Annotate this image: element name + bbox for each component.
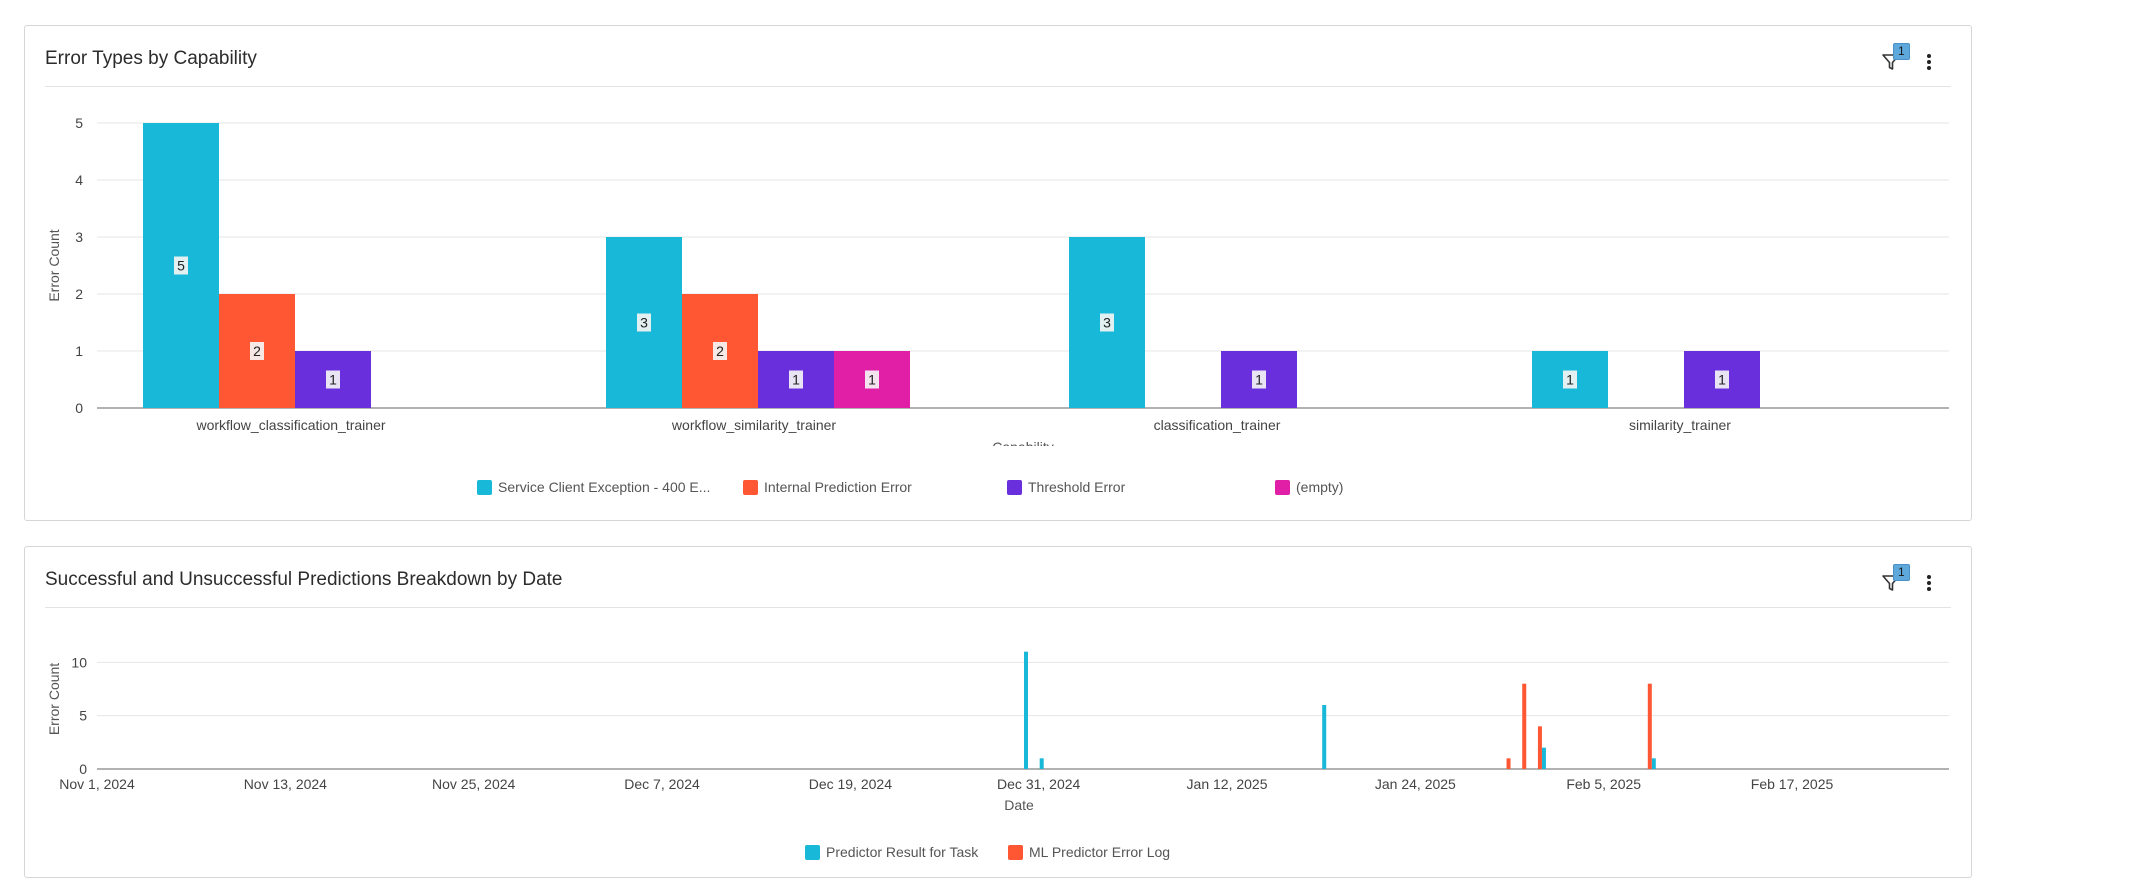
legend-item[interactable]: Predictor Result for Task bbox=[805, 844, 978, 860]
data-label: 1 bbox=[1718, 372, 1726, 388]
data-label-bg bbox=[174, 256, 188, 275]
data-label-bg bbox=[1100, 313, 1114, 332]
panel-divider bbox=[45, 607, 1951, 608]
legend-swatch bbox=[477, 479, 492, 495]
bar bbox=[1522, 683, 1527, 769]
legend-swatch bbox=[805, 844, 820, 860]
panel-toolbar: 1 bbox=[1881, 43, 1941, 76]
x-tick-label: similarity_trainer bbox=[1629, 417, 1731, 433]
y-tick-label: 0 bbox=[75, 400, 83, 416]
data-label-bg bbox=[789, 370, 803, 389]
y-tick-label: 1 bbox=[75, 343, 83, 359]
chart-legend: Service Client Exception - 400 E... Inter… bbox=[25, 475, 1971, 499]
data-label-bg bbox=[1252, 370, 1266, 389]
error-types-panel: Error Types by Capability 1 0 1 2 3 4 5 Error … bbox=[24, 25, 1972, 521]
chart-legend: Predictor Result for Task ML Predictor Er… bbox=[25, 840, 1971, 864]
more-vertical-icon[interactable] bbox=[1921, 52, 1937, 72]
data-label: 1 bbox=[329, 372, 337, 388]
legend-item[interactable]: Internal Prediction Error bbox=[743, 479, 912, 495]
data-label: 2 bbox=[716, 343, 724, 359]
legend-label: Predictor Result for Task bbox=[826, 844, 979, 860]
x-axis-label: Capability bbox=[992, 439, 1053, 446]
y-tick-label: 5 bbox=[75, 115, 83, 131]
y-axis-label: Error Count bbox=[46, 663, 62, 735]
x-tick-label: Nov 25, 2024 bbox=[432, 776, 515, 792]
legend-label: Service Client Exception - 400 E... bbox=[498, 479, 711, 495]
data-label: 1 bbox=[868, 372, 876, 388]
legend-item[interactable]: (empty) bbox=[1275, 479, 1343, 495]
x-tick-label: Nov 1, 2024 bbox=[59, 776, 135, 792]
y-tick-label: 4 bbox=[75, 172, 83, 188]
date-bar-chart: 0 5 10 Error Count Nov 1, 2024 Nov 13, 2024 No… bbox=[46, 651, 1949, 813]
bar bbox=[1647, 683, 1652, 769]
bar-chart: 0 1 2 3 4 5 Error Count 5 2 1 workflow_classificat… bbox=[46, 115, 1949, 446]
legend-swatch bbox=[1008, 844, 1023, 860]
filter-count-badge: 1 bbox=[1893, 564, 1910, 581]
panel-title: Error Types by Capability bbox=[45, 48, 257, 69]
x-tick-label: Dec 19, 2024 bbox=[809, 776, 892, 792]
data-label-bg bbox=[326, 370, 340, 389]
x-tick-label: Feb 5, 2025 bbox=[1566, 776, 1641, 792]
x-tick-label: Nov 13, 2024 bbox=[244, 776, 327, 792]
y-axis-label: Error Count bbox=[46, 229, 62, 301]
bar bbox=[1322, 705, 1327, 769]
x-axis-label: Date bbox=[1004, 797, 1034, 813]
data-label-bg bbox=[1563, 370, 1577, 389]
panel-divider bbox=[45, 86, 1951, 87]
data-label: 2 bbox=[253, 343, 261, 359]
x-tick-label: Jan 12, 2025 bbox=[1187, 776, 1268, 792]
y-tick-label: 10 bbox=[71, 654, 87, 670]
bar bbox=[1651, 758, 1656, 769]
data-label-bg bbox=[250, 342, 264, 360]
data-label-bg bbox=[1715, 370, 1729, 389]
filter-count-badge: 1 bbox=[1893, 43, 1910, 60]
legend-item[interactable]: Threshold Error bbox=[1007, 479, 1125, 495]
data-label: 3 bbox=[640, 315, 648, 331]
x-tick-label: Jan 24, 2025 bbox=[1375, 776, 1456, 792]
x-tick-label: workflow_similarity_trainer bbox=[671, 417, 836, 433]
data-label-bg bbox=[865, 370, 879, 389]
legend-swatch bbox=[1007, 479, 1022, 495]
data-label: 5 bbox=[177, 258, 185, 274]
bar bbox=[1541, 747, 1546, 769]
x-tick-label: Feb 17, 2025 bbox=[1751, 776, 1834, 792]
panel-title: Successful and Unsuccessful Predictions … bbox=[45, 569, 563, 590]
data-label-bg bbox=[713, 342, 727, 360]
legend-label: ML Predictor Error Log bbox=[1029, 844, 1171, 860]
x-tick-label: classification_trainer bbox=[1154, 417, 1281, 433]
predictions-by-date-panel: Successful and Unsuccessful Predictions … bbox=[24, 546, 1972, 878]
x-tick-label: Dec 7, 2024 bbox=[624, 776, 700, 792]
legend-label: Threshold Error bbox=[1028, 479, 1126, 495]
legend-item[interactable]: ML Predictor Error Log bbox=[1008, 844, 1170, 860]
legend-item[interactable]: Service Client Exception - 400 E... bbox=[477, 479, 710, 495]
legend-swatch bbox=[743, 479, 758, 495]
bar bbox=[1537, 726, 1542, 769]
data-label: 1 bbox=[1255, 372, 1263, 388]
y-tick-label: 0 bbox=[79, 761, 87, 777]
x-tick-label: workflow_classification_trainer bbox=[195, 417, 385, 433]
bar bbox=[1039, 758, 1044, 769]
data-label: 3 bbox=[1103, 315, 1111, 331]
x-tick-label: Dec 31, 2024 bbox=[997, 776, 1080, 792]
data-label-bg bbox=[637, 313, 651, 332]
panel-toolbar: 1 bbox=[1881, 564, 1941, 597]
legend-label: (empty) bbox=[1296, 479, 1344, 495]
y-tick-label: 3 bbox=[75, 229, 83, 245]
legend-label: Internal Prediction Error bbox=[764, 479, 912, 495]
y-tick-label: 2 bbox=[75, 286, 83, 302]
more-vertical-icon[interactable] bbox=[1921, 573, 1937, 593]
data-label: 1 bbox=[1566, 372, 1574, 388]
bar bbox=[1024, 651, 1028, 769]
legend-swatch bbox=[1275, 479, 1290, 495]
data-label: 1 bbox=[792, 372, 800, 388]
bar bbox=[1506, 758, 1511, 769]
y-tick-label: 5 bbox=[79, 708, 87, 724]
